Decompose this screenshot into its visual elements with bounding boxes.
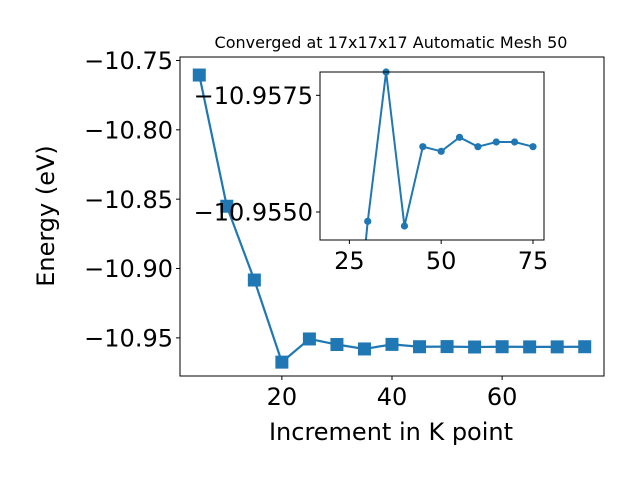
data-point xyxy=(330,338,344,352)
x-tick-label: 40 xyxy=(377,383,408,411)
data-point xyxy=(302,332,316,346)
y-tick-label: −10.95 xyxy=(84,324,173,352)
data-point xyxy=(495,340,509,354)
y-tick-label: −10.75 xyxy=(84,47,173,75)
x-axis-label: Increment in K point xyxy=(269,418,513,446)
inset-y-tick-label: −10.9575 xyxy=(194,82,313,110)
inset-data-point xyxy=(455,133,464,141)
inset-data-point xyxy=(364,217,372,225)
x-tick-label: 20 xyxy=(267,383,298,411)
data-point xyxy=(440,340,454,354)
data-point xyxy=(523,340,537,354)
data-point xyxy=(247,273,261,287)
data-point xyxy=(413,340,427,354)
x-tick-label: 60 xyxy=(487,383,518,411)
inset-y-tick-label: −10.9550 xyxy=(194,199,313,227)
data-point xyxy=(192,68,206,82)
inset-data-point xyxy=(529,143,537,151)
y-tick-label: −10.85 xyxy=(84,186,173,214)
inset-plot-frame xyxy=(319,71,545,241)
data-point xyxy=(220,199,234,213)
y-axis-label: Energy (eV) xyxy=(32,145,60,287)
chart-title: Converged at 17x17x17 Automatic Mesh 50 xyxy=(215,33,568,52)
inset-data-point xyxy=(511,138,519,146)
inset-x-tick-label: 75 xyxy=(518,247,549,275)
inset-plot: 25 50 75 −10.9575 −10.9550 xyxy=(194,68,549,275)
data-point xyxy=(275,355,289,369)
inset-x-tick-label: 25 xyxy=(334,247,365,275)
inset-background xyxy=(320,72,544,240)
inset-x-tick-label: 50 xyxy=(426,247,457,275)
inset-data-point xyxy=(474,143,482,151)
inset-data-point xyxy=(400,222,409,230)
inset-data-point xyxy=(437,147,445,155)
data-point xyxy=(550,340,564,354)
data-point xyxy=(357,342,371,356)
inset-data-point xyxy=(492,138,500,146)
y-tick-label: −10.80 xyxy=(84,116,173,144)
data-point xyxy=(578,340,592,354)
y-tick-label: −10.90 xyxy=(84,255,173,283)
main-plot: 20 40 60 −10.95 −10.90 −10.85 −10.80 −10.75 xyxy=(84,47,605,411)
data-point xyxy=(385,337,399,351)
inset-data-point xyxy=(419,143,427,151)
data-point xyxy=(468,340,482,354)
